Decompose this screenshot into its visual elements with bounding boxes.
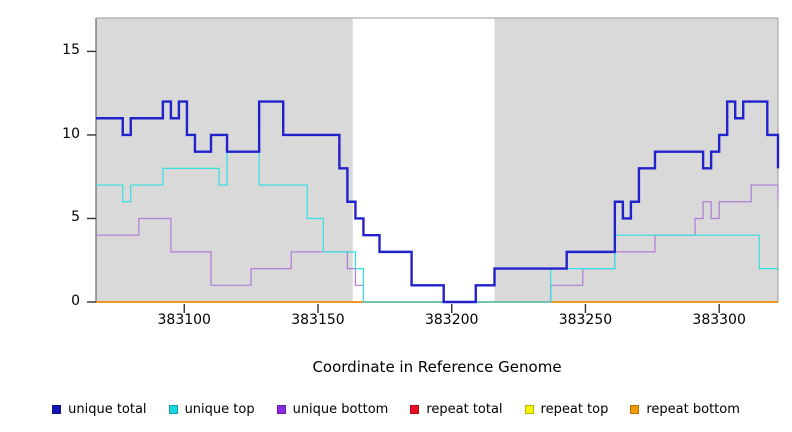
- x-tick-label-383250: 383250: [558, 312, 613, 328]
- x-tick-label-383150: 383150: [291, 312, 345, 328]
- series-line-unique-total: [96, 100, 780, 304]
- legend-item-repeat-total[interactable]: repeat total: [410, 401, 503, 417]
- y-tick-label-0: 0: [71, 293, 80, 309]
- x-tick-label-383200: 383200: [424, 312, 479, 328]
- legend-swatch-icon: [168, 404, 178, 414]
- legend-item-repeat-bottom[interactable]: repeat bottom: [630, 402, 740, 417]
- plot-gap-background: [352, 18, 495, 302]
- x-axis-label: Coordinate in Reference Genome: [312, 358, 562, 376]
- legend-label: unique top: [184, 401, 255, 417]
- legend-label: repeat total: [426, 401, 503, 417]
- legend-item-unique-bottom[interactable]: unique bottom: [276, 401, 389, 417]
- y-tick-label-15: 15: [62, 42, 80, 59]
- legend-swatch-icon: [52, 404, 62, 414]
- legend-swatch-icon: [630, 404, 640, 414]
- legend-label: repeat bottom: [646, 401, 740, 417]
- legend-item-unique-top[interactable]: unique top: [168, 401, 255, 417]
- legend-swatch-icon: [524, 404, 534, 414]
- legend-item-repeat-top[interactable]: repeat top: [524, 401, 609, 417]
- legend-swatch-icon: [410, 404, 420, 414]
- legend-label: unique bottom: [292, 401, 389, 417]
- x-tick-label-383100: 383100: [157, 312, 211, 328]
- chart-legend: unique total unique top unique bottom repea…: [0, 396, 792, 422]
- y-tick-label-5: 5: [71, 209, 80, 226]
- legend-label: unique total: [68, 401, 147, 417]
- legend-item-unique-total[interactable]: unique total: [52, 401, 147, 417]
- x-tick-label-383300: 383300: [692, 312, 746, 328]
- legend-label: repeat top: [540, 401, 609, 417]
- legend-swatch-icon: [276, 404, 286, 414]
- y-tick-label-10: 10: [62, 125, 80, 142]
- series-line-unique-top: [96, 151, 778, 303]
